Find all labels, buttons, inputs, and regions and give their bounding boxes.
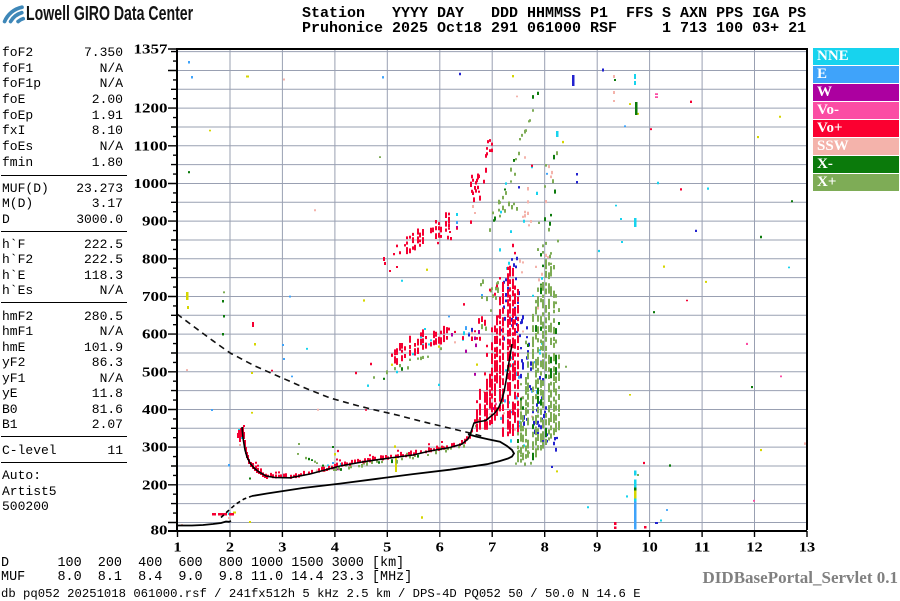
svg-text:6: 6 [436,540,445,555]
svg-text:5: 5 [383,540,392,555]
svg-text:2: 2 [226,540,235,555]
svg-text:8: 8 [541,540,550,555]
svg-text:3: 3 [278,540,287,555]
svg-text:80: 80 [151,523,168,538]
svg-text:1: 1 [173,540,182,555]
svg-text:800: 800 [142,251,168,266]
svg-text:1200: 1200 [134,101,168,116]
svg-text:600: 600 [142,327,168,342]
svg-text:900: 900 [142,214,168,229]
svg-text:500: 500 [142,364,168,379]
svg-text:1000: 1000 [134,176,168,191]
svg-text:700: 700 [142,289,168,304]
svg-text:10: 10 [641,540,658,555]
svg-text:200: 200 [142,477,168,492]
svg-text:12: 12 [746,540,763,555]
svg-text:11: 11 [694,540,711,555]
svg-text:1357: 1357 [134,42,168,57]
svg-text:4: 4 [331,540,340,555]
svg-text:300: 300 [142,440,168,455]
svg-text:400: 400 [142,402,168,417]
svg-text:9: 9 [593,540,602,555]
svg-text:7: 7 [488,540,497,555]
svg-text:13: 13 [799,540,816,555]
svg-text:1100: 1100 [134,138,168,153]
